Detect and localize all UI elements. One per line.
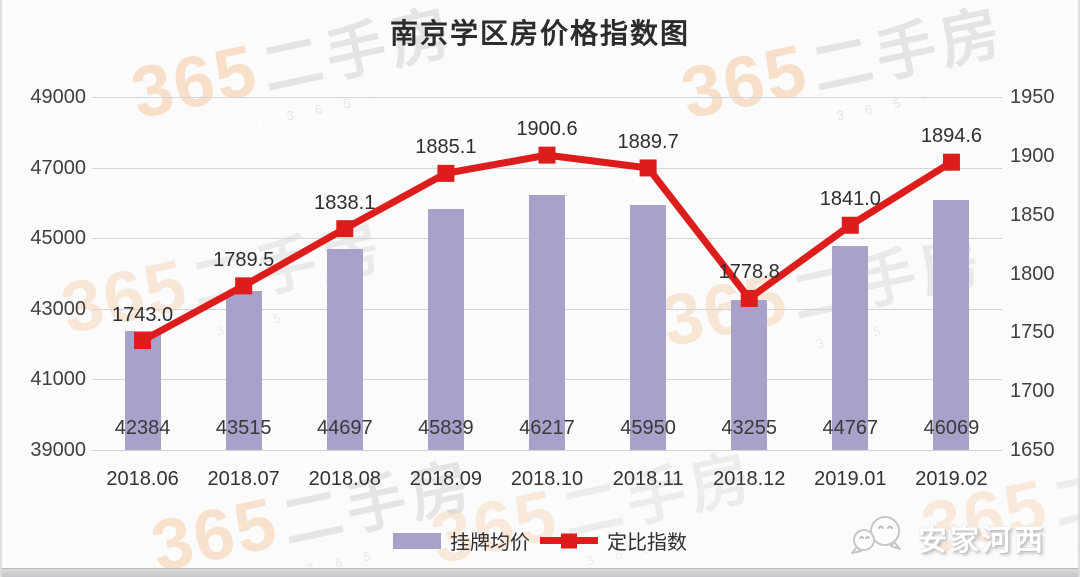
bar-value-label: 44767: [822, 417, 879, 439]
bar: [225, 290, 262, 450]
bar-value-label: 42384: [114, 417, 171, 439]
x-axis-tick: 2018.07: [207, 468, 280, 490]
line-point-label: 1789.5: [213, 248, 275, 271]
line-point-marker: [538, 146, 556, 164]
x-axis-tick: 2018.09: [409, 468, 483, 490]
y-axis-left-tick: 45000: [30, 227, 86, 250]
line-point-marker: [437, 164, 455, 182]
x-axis-tick: 2019.02: [915, 468, 988, 490]
speech-bubbles-icon: [848, 512, 910, 563]
bar: [326, 248, 363, 450]
line-point-label: 1885.1: [415, 136, 477, 159]
line-point-marker: [740, 289, 758, 307]
footer-brand-text: 安家河西: [917, 524, 1046, 557]
gridline: [92, 450, 1002, 451]
bar: [630, 204, 667, 450]
line-point-label: 1743.0: [111, 303, 174, 326]
legend-label-bar: 挂牌均价: [450, 532, 530, 554]
x-axis-tick: 2018.06: [106, 468, 179, 490]
line-point-marker: [942, 153, 960, 171]
x-axis-tick: 2018.10: [510, 468, 584, 490]
y-axis-left-tick: 49000: [30, 86, 86, 108]
line-series-swatch: [540, 533, 598, 548]
bar-value-label: 45950: [620, 417, 676, 439]
bottom-edge-strip: [2, 568, 1078, 577]
gridline: [92, 97, 1002, 98]
chart-title: 南京学区房价格指数图: [389, 18, 690, 49]
bar-value-label: 43255: [721, 417, 778, 439]
plot-area: 42384 2018.06 43515 2018.07 44697 2018.08 4583…: [92, 97, 1002, 490]
y-axis-left-tick: 47000: [30, 156, 86, 179]
bar-value-label: 44697: [316, 417, 373, 439]
brand-watermark: 365二手房· 3 6 5 ·: [425, 437, 766, 577]
brand-watermark: 365二手房· 3 6 5 ·: [145, 445, 486, 577]
line-point-label: 1900.6: [516, 118, 578, 141]
line-point-label: 1889.7: [617, 130, 679, 153]
y-axis-left-tick: 41000: [30, 368, 86, 391]
bar: [427, 208, 464, 450]
x-axis-tick: 2018.12: [713, 468, 786, 490]
x-axis-tick: 2018.11: [612, 468, 684, 490]
line-point-label: 1841.0: [819, 188, 881, 211]
line-point-marker: [336, 220, 354, 238]
bar: [529, 195, 565, 450]
y-axis-right-tick: 1850: [1010, 203, 1055, 226]
y-axis-right-tick: 1900: [1010, 144, 1055, 167]
line-point-marker: [134, 332, 152, 350]
y-axis-left-tick: 39000: [30, 439, 86, 461]
y-axis-right-tick: 1750: [1010, 321, 1055, 344]
y-axis-right-tick: 1800: [1010, 262, 1055, 285]
bar-value-label: 46217: [519, 417, 575, 439]
gridline: [92, 167, 1002, 169]
bar: [933, 200, 970, 450]
y-axis-right-tick: 1650: [1010, 439, 1055, 461]
line-point-marker: [235, 277, 253, 295]
bar: [124, 330, 161, 450]
line-point-label: 1778.8: [718, 261, 780, 284]
line-point-marker: [841, 216, 859, 234]
bar-value-label: 43515: [215, 417, 272, 439]
line-point-marker: [639, 159, 657, 177]
y-axis-right-tick: 1700: [1010, 380, 1055, 403]
bar: [832, 246, 869, 450]
legend: 挂牌均价 定比指数: [2, 526, 1078, 555]
x-axis-tick: 2018.08: [308, 468, 381, 490]
bar-value-label: 46069: [923, 417, 980, 439]
line-point-label: 1894.6: [920, 125, 983, 148]
index-line: [134, 146, 960, 350]
y-axis-right-tick: 1950: [1010, 86, 1055, 108]
legend-item-bar: 挂牌均价: [393, 526, 530, 555]
line-point-label: 1838.1: [314, 191, 376, 214]
line-marker-swatch: [561, 533, 577, 548]
y-axis-left-tick: 43000: [30, 297, 86, 320]
legend-label-line: 定比指数: [607, 532, 687, 554]
legend-item-line: 定比指数: [540, 526, 687, 555]
bar-value-label: 45839: [418, 417, 474, 439]
bar-series-swatch: [393, 532, 441, 549]
x-axis-tick: 2019.01: [814, 468, 887, 490]
bar: [731, 299, 768, 450]
footer-brand: 安家河西: [848, 512, 1046, 563]
